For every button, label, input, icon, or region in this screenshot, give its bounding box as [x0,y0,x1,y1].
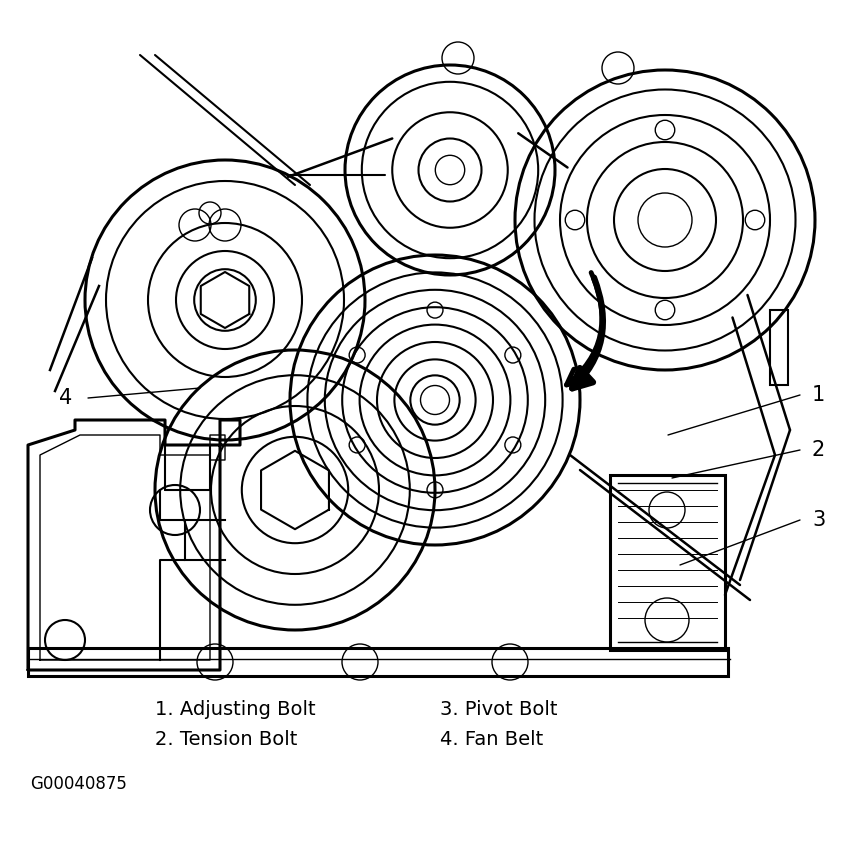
Text: 3: 3 [812,510,825,530]
Text: 1: 1 [812,385,825,405]
Text: 4: 4 [59,388,72,408]
Text: 2. Tension Bolt: 2. Tension Bolt [155,730,297,749]
Text: 1. Adjusting Bolt: 1. Adjusting Bolt [155,700,315,719]
Text: 2: 2 [812,440,825,460]
Text: G00040875: G00040875 [30,775,127,793]
Text: 3. Pivot Bolt: 3. Pivot Bolt [440,700,558,719]
Text: 4. Fan Belt: 4. Fan Belt [440,730,543,749]
